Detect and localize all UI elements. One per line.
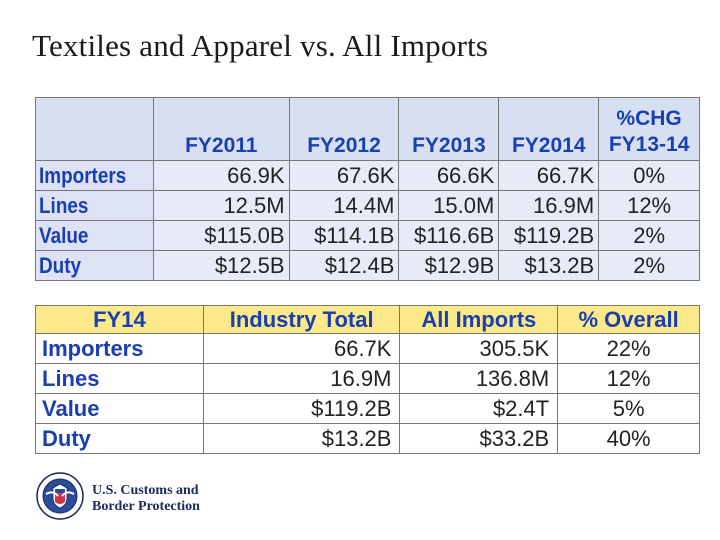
table-row: Lines 12.5M 14.4M 15.0M 16.9M 12% (35, 190, 700, 221)
table-row: Importers 66.7K 305.5K 22% (35, 333, 700, 364)
table-cell: 16.9M (202, 363, 401, 394)
column-header: FY2014 (498, 97, 600, 161)
table-row: Value $115.0B $114.1B $116.6B $119.2B 2% (35, 220, 700, 251)
table-cell: 14.4M (288, 190, 400, 221)
corner-cell (35, 97, 154, 161)
table-cell: 305.5K (399, 333, 559, 364)
table-cell: 22% (557, 333, 700, 364)
column-header: All Imports (399, 305, 559, 334)
pct-header-line2: FY13-14 (608, 133, 690, 156)
row-label: Lines (35, 190, 154, 221)
row-label: Importers (35, 333, 204, 364)
table-cell: 15.0M (398, 190, 500, 221)
table-cell: $12.4B (288, 250, 400, 281)
table-cell: 66.9K (152, 160, 290, 191)
table-cell: 12.5M (152, 190, 290, 221)
table-cell: 66.6K (398, 160, 500, 191)
table-cell: 67.6K (288, 160, 400, 191)
table-cell: 40% (557, 423, 700, 454)
table-cell: $119.2B (498, 220, 600, 251)
fy14-industry-vs-all-imports-table: FY14 Industry Total All Imports % Overal… (35, 305, 700, 454)
table-row: Duty $12.5B $12.4B $12.9B $13.2B 2% (35, 250, 700, 281)
table-cell: 12% (598, 190, 700, 221)
row-label: Duty (35, 250, 154, 281)
column-header: FY2013 (398, 97, 500, 161)
row-label: Value (35, 220, 154, 251)
dhs-seal-icon (36, 472, 84, 520)
page-title: Textiles and Apparel vs. All Imports (32, 28, 489, 63)
table-cell: 66.7K (498, 160, 600, 191)
column-header: FY14 (35, 305, 204, 334)
table-cell: 12% (557, 363, 700, 394)
table-cell: $116.6B (398, 220, 500, 251)
table-cell: $12.9B (398, 250, 500, 281)
column-header: % Overall (557, 305, 700, 334)
table-cell: $12.5B (152, 250, 290, 281)
pct-header-line1: %CHG (616, 107, 682, 130)
table-row: Value $119.2B $2.4T 5% (35, 393, 700, 424)
row-label: Lines (35, 363, 204, 394)
row-label: Duty (35, 423, 204, 454)
agency-name: U.S. Customs and Border Protection (92, 483, 200, 514)
table-row: Lines 16.9M 136.8M 12% (35, 363, 700, 394)
table-cell: $2.4T (399, 393, 559, 424)
table-cell: $119.2B (202, 393, 401, 424)
column-header: FY2011 (152, 97, 290, 161)
table-cell: $115.0B (152, 220, 290, 251)
table-header-row: FY14 Industry Total All Imports % Overal… (35, 305, 700, 334)
table-cell: $114.1B (288, 220, 400, 251)
table-row: Duty $13.2B $33.2B 40% (35, 423, 700, 454)
table-cell: 66.7K (202, 333, 401, 364)
table-cell: $13.2B (498, 250, 600, 281)
table-header-row: FY2011 FY2012 FY2013 FY2014 %CHG FY13-14 (35, 97, 700, 161)
column-header: Industry Total (202, 305, 401, 334)
table-cell: 2% (598, 250, 700, 281)
table-cell: 136.8M (399, 363, 559, 394)
table-cell: 5% (557, 393, 700, 424)
table-cell: $33.2B (399, 423, 559, 454)
row-label: Value (35, 393, 204, 424)
table-cell: $13.2B (202, 423, 401, 454)
column-header-pct-change: %CHG FY13-14 (598, 97, 700, 161)
table-cell: 16.9M (498, 190, 600, 221)
column-header: FY2012 (288, 97, 400, 161)
table-row: Importers 66.9K 67.6K 66.6K 66.7K 0% (35, 160, 700, 191)
row-label: Importers (35, 160, 154, 191)
fiscal-year-comparison-table: FY2011 FY2012 FY2013 FY2014 %CHG FY13-14… (35, 97, 700, 281)
table-cell: 2% (598, 220, 700, 251)
table-cell: 0% (598, 160, 700, 191)
cbp-logo: U.S. Customs and Border Protection (36, 472, 216, 524)
